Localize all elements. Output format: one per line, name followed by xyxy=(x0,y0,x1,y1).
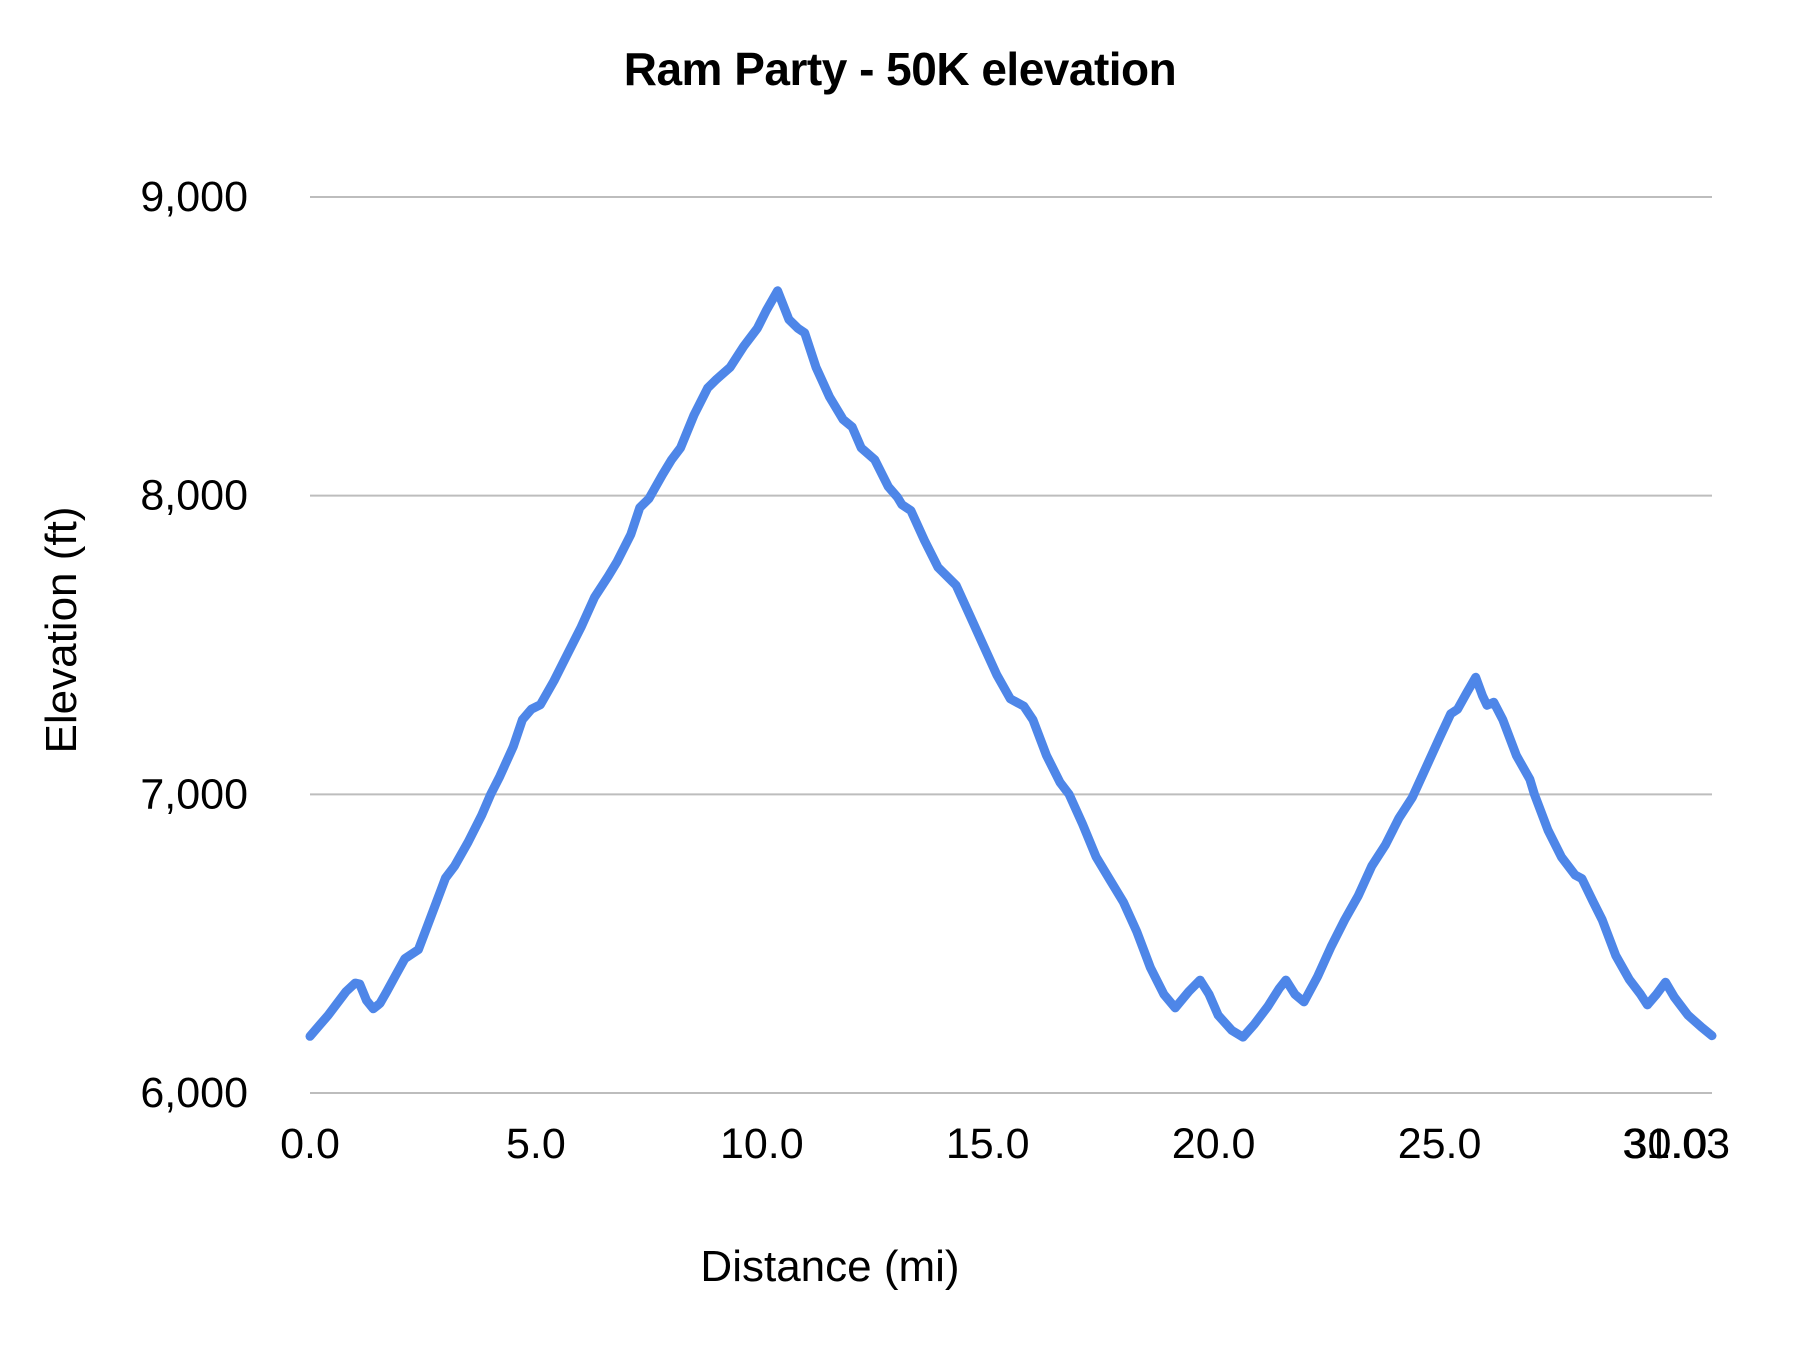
y-tick-label: 6,000 xyxy=(140,1069,248,1117)
x-axis-max-label: 31.03 xyxy=(1622,1120,1730,1168)
x-tick-label: 10.0 xyxy=(720,1120,804,1168)
x-tick-label: 5.0 xyxy=(506,1120,566,1168)
y-tick-label: 9,000 xyxy=(140,173,248,221)
x-tick-label: 25.0 xyxy=(1398,1120,1482,1168)
chart-title: Ram Party - 50K elevation xyxy=(623,43,1177,95)
elevation-line xyxy=(305,286,1717,1042)
x-tick-label: 0.0 xyxy=(280,1120,340,1168)
x-tick-label: 15.0 xyxy=(946,1120,1030,1168)
x-tick-label: 30.0 xyxy=(1624,1120,1708,1168)
x-axis-title: Distance (mi) xyxy=(700,1242,960,1291)
x-tick-label: 20.0 xyxy=(1172,1120,1256,1168)
y-tick-label: 8,000 xyxy=(140,472,248,520)
y-tick-label: 7,000 xyxy=(140,770,248,818)
